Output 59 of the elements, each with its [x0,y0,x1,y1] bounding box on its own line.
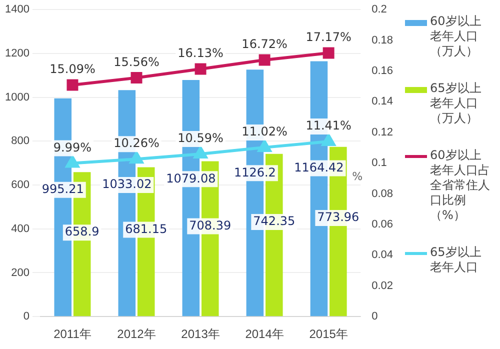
y-tick-label: 1400 [4,4,30,16]
data-label: 9.99% [53,140,92,154]
data-label: 10.26% [114,136,160,150]
y2-tick-label: 0.04 [372,249,394,262]
data-label: 1126.2 [234,165,276,180]
legend-label: 65岁以上老年人口（万人） [430,81,482,126]
x-tick-label: 2011年 [54,327,92,342]
x-tick-label: 2013年 [181,327,220,342]
y2-tick-label: 0.14 [372,96,394,108]
data-label: 995.21 [42,182,84,196]
point [258,54,270,66]
x-tick-label: 2014年 [245,327,284,342]
data-label: 11.41% [306,118,352,133]
y2-tick-label: 0.16 [372,65,394,78]
y-tick-label: 200 [11,266,30,279]
y-tick-label: 1200 [4,47,30,60]
y2-tick-label: 0.12 [372,126,394,138]
data-label: 1079.08 [166,171,216,186]
point [322,47,334,59]
y-tick-label: 0 [23,310,30,323]
legend-label: 60岁以上老年人口占全省常住人口比例（%） [430,148,491,223]
point [194,63,206,75]
legend-label: 65岁以上老年人口 [430,245,482,275]
data-label: 773.96 [317,210,360,224]
y-tick-label: 600 [11,179,30,192]
y2-tick-label: 0.2 [372,4,387,16]
point [66,156,80,168]
x-tick-label: 2012年 [117,327,156,342]
y2-tick-label: 0.02 [372,280,394,292]
y-tick-label: 800 [11,135,30,148]
data-label: 658.9 [64,224,100,239]
y-tick-label: 1000 [4,91,30,104]
point [258,140,272,152]
y2-tick-label: 0.08 [372,188,394,200]
y2-tick-label: 0.06 [372,218,394,231]
y2-tick-label: 0 [372,310,378,323]
point [66,79,78,91]
data-label: 15.56% [114,54,160,69]
point [194,146,208,159]
data-label: 11.02% [242,124,288,139]
x-tick-label: 2015年 [309,327,348,342]
legend-label: 60岁以上老年人口（万人） [430,14,482,59]
data-label: 16.72% [242,37,288,52]
data-label: 15.09% [50,62,96,76]
point [322,134,336,146]
point [130,72,142,84]
data-label: 681.15 [125,222,168,236]
data-label: 10.59% [178,131,224,146]
point [130,152,144,164]
data-label: 1033.02 [102,177,152,192]
y2-tick-label: 0.18 [372,34,394,46]
y-tick-label: 400 [11,222,30,235]
data-label: 1164.42 [294,160,344,174]
data-label: 16.13% [178,46,224,60]
data-label: 742.35 [253,214,296,228]
data-label: 708.39 [189,218,232,232]
y2-axis-title: % [352,170,363,183]
y2-tick-label: 0.1 [372,157,387,170]
data-label: 17.17% [306,30,352,44]
